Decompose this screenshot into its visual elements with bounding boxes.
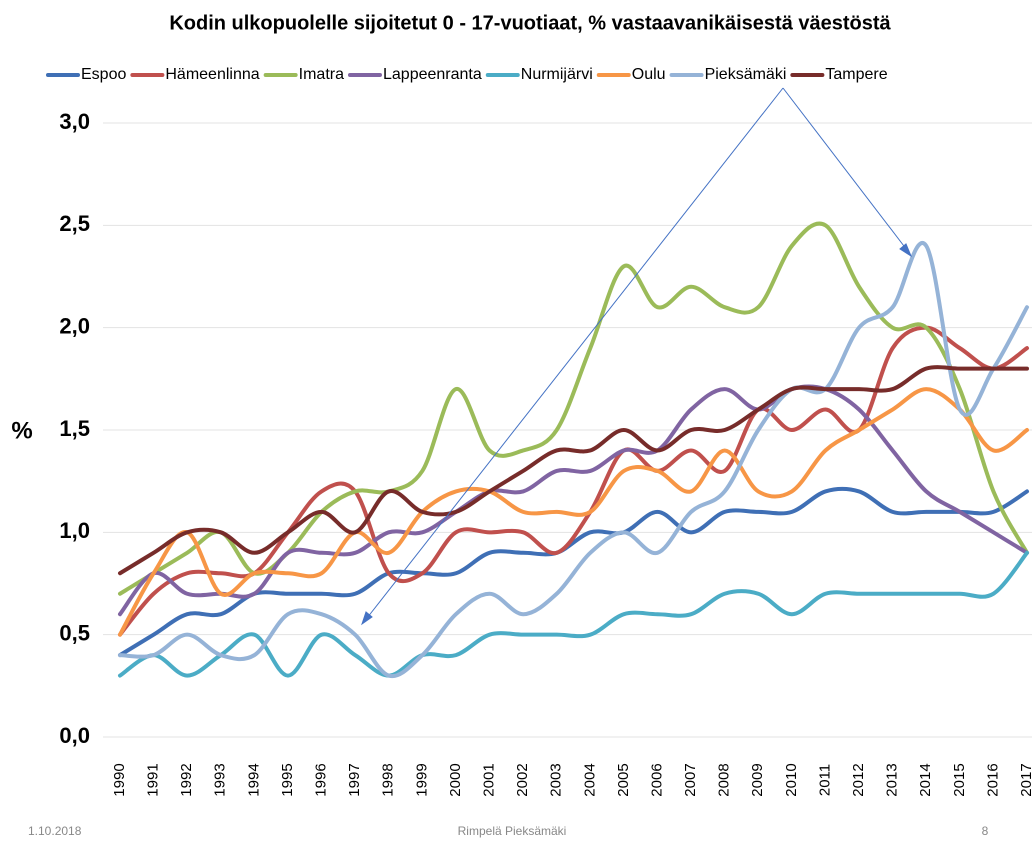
legend-label: Nurmijärvi: [521, 66, 593, 83]
series-line: [118, 486, 1029, 658]
series-line: [118, 325, 1029, 637]
x-tick-label: 2016: [984, 763, 1001, 796]
x-tick-label: 2005: [615, 763, 632, 796]
y-tick-label: 3,0: [59, 109, 90, 134]
x-tick-label: 1995: [279, 763, 296, 796]
y-tick-label: 0,5: [59, 620, 90, 645]
x-tick-label: 1991: [145, 763, 162, 796]
footer-page: 8: [982, 824, 989, 838]
y-tick-label: 1,0: [59, 518, 90, 543]
y-axis-label: %: [11, 417, 32, 444]
series-line: [118, 550, 1029, 678]
plot-area: 0,0 0,5 1,0 1,5 2,0 2,5 3,0 1990 1991 1992 1993 199…: [59, 109, 1032, 797]
legend-label: Espoo: [81, 66, 126, 83]
x-tick-label: 1993: [212, 763, 229, 796]
legend-label: Tampere: [825, 66, 887, 83]
x-tick-label: 2000: [447, 763, 464, 796]
arrow-head: [361, 611, 373, 626]
series-line: [118, 365, 1029, 576]
arrow-line: [782, 87, 908, 251]
footer-date: 1.10.2018: [28, 824, 82, 838]
series-line: [118, 387, 1029, 637]
x-tick-label: 1990: [111, 763, 128, 796]
series-line: [118, 241, 1029, 679]
x-tick-label: 2006: [648, 763, 665, 796]
legend-label: Oulu: [632, 66, 666, 83]
x-tick-label: 2002: [514, 763, 531, 796]
y-tick-label: 2,0: [59, 313, 90, 338]
y-tick-label: 0,0: [59, 723, 90, 748]
x-tick-label: 2008: [716, 763, 733, 796]
x-tick-label: 1994: [245, 763, 262, 796]
chart-title: Kodin ulkopuolelle sijoitetut 0 - 17-vuo…: [169, 12, 891, 34]
x-tick-label: 1999: [413, 763, 430, 796]
footer-author: Rimpelä Pieksämäki: [458, 824, 567, 838]
x-tick-label: 2010: [783, 763, 800, 796]
annotation-arrows: [361, 87, 913, 626]
x-tick-label: 2013: [884, 763, 901, 796]
series-line: [118, 384, 1029, 617]
legend-label: Lappeenranta: [383, 66, 482, 83]
x-tick-label: 2003: [548, 763, 565, 796]
legend-label: Pieksämäki: [705, 66, 787, 83]
x-tick-label: 1996: [313, 763, 330, 796]
legend-label: Imatra: [299, 66, 344, 83]
x-tick-label: 2004: [581, 763, 598, 796]
x-tick-label: 2014: [917, 763, 934, 796]
x-tick-label: 2011: [816, 764, 833, 796]
x-tick-label: 2017: [1018, 763, 1032, 796]
x-tick-label: 1997: [346, 763, 363, 796]
legend: Espoo Hämeenlinna Imatra Lappeenranta Nurmij…: [46, 66, 888, 83]
x-tick-label: 1992: [178, 763, 195, 796]
legend-label: Hämeenlinna: [165, 66, 259, 83]
arrow-line: [366, 87, 784, 619]
x-tick-label: 2015: [951, 763, 968, 796]
y-tick-label: 1,5: [59, 416, 90, 441]
x-tick-label: 2012: [850, 763, 867, 796]
x-tick-label: 2007: [682, 763, 699, 796]
x-tick-label: 1998: [380, 763, 397, 796]
arrow-head: [899, 243, 913, 258]
x-tick-label: 2001: [480, 763, 497, 796]
y-tick-label: 2,5: [59, 211, 90, 236]
x-tick-label: 2009: [749, 763, 766, 796]
